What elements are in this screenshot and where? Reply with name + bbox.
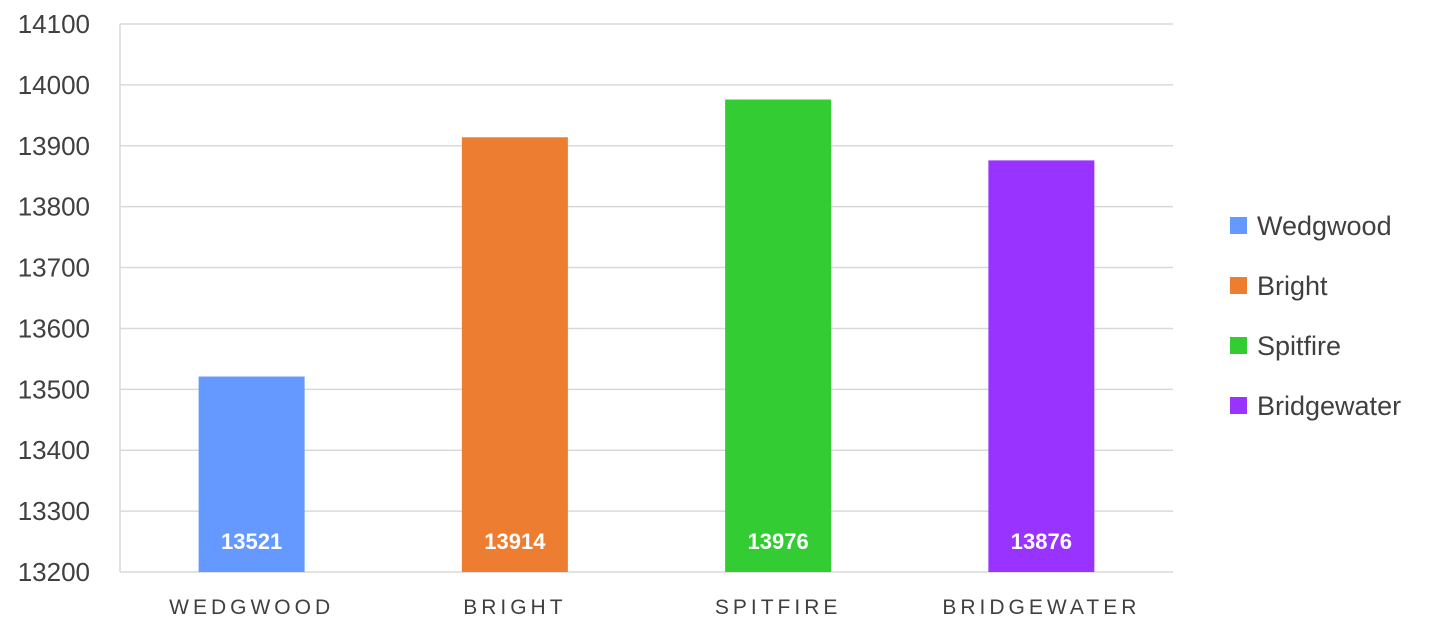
- y-tick-label: 13500: [18, 374, 90, 404]
- y-tick-label: 13300: [18, 496, 90, 526]
- x-tick-label: BRIDGEWATER: [942, 596, 1140, 619]
- x-tick-label: WEDGWOOD: [169, 596, 334, 619]
- legend-label: Bright: [1257, 271, 1328, 301]
- legend-swatch: [1230, 277, 1247, 294]
- data-label: 13976: [748, 529, 809, 554]
- bars: [198, 99, 1095, 572]
- bar: [725, 99, 832, 572]
- x-tick-label: SPITFIRE: [715, 596, 842, 619]
- bar: [198, 376, 305, 572]
- y-tick-label: 13900: [18, 131, 90, 161]
- data-labels: 13521 13914 13976 13876: [221, 529, 1072, 554]
- y-tick-label: 14000: [18, 70, 90, 100]
- y-tick-label: 13200: [18, 557, 90, 587]
- y-tick-label: 13700: [18, 253, 90, 283]
- data-label: 13876: [1011, 529, 1072, 554]
- legend-label: Spitfire: [1257, 331, 1341, 361]
- legend-swatch: [1230, 217, 1247, 234]
- x-tick-label: BRIGHT: [463, 596, 566, 619]
- legend: Wedgwood Bright Spitfire Bridgewater: [1230, 211, 1401, 421]
- data-label: 13521: [221, 529, 282, 554]
- data-label: 13914: [484, 529, 546, 554]
- y-tick-label: 13600: [18, 313, 90, 343]
- legend-swatch: [1230, 397, 1247, 414]
- bar: [988, 160, 1095, 572]
- y-axis-ticks: 13200 13300 13400 13500 13600 13700 13800 13900…: [18, 9, 90, 587]
- legend-label: Wedgwood: [1257, 211, 1392, 241]
- legend-swatch: [1230, 337, 1247, 354]
- y-tick-label: 13400: [18, 435, 90, 465]
- legend-label: Bridgewater: [1257, 391, 1401, 421]
- y-tick-label: 14100: [18, 9, 90, 39]
- x-axis-ticks: WEDGWOOD BRIGHT SPITFIRE BRIDGEWATER: [169, 596, 1140, 619]
- y-tick-label: 13800: [18, 192, 90, 222]
- bar: [461, 137, 568, 572]
